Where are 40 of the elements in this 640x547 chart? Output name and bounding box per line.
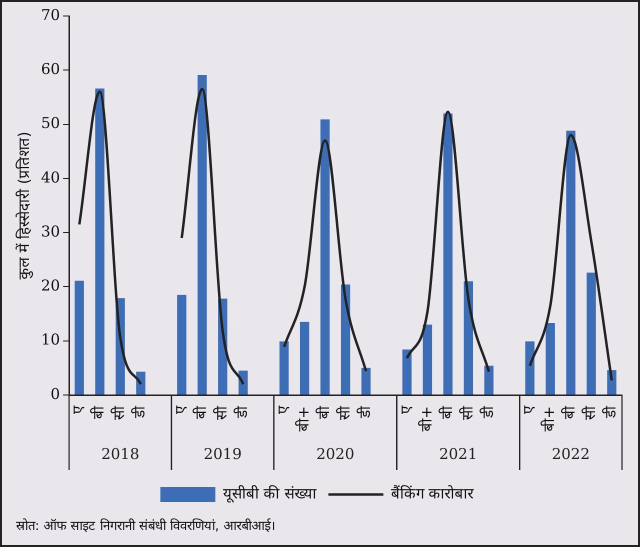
x-tick-label: बी+: [294, 406, 312, 432]
legend-label: बैंकिंग कारोबार: [390, 484, 475, 502]
legend-label: यूसीबी की संख्या: [222, 484, 318, 504]
x-tick-label: बी: [560, 405, 579, 419]
x-tick-label: सी: [110, 405, 128, 420]
x-tick-label: डी: [356, 405, 374, 419]
y-tick-label: 70: [40, 6, 60, 24]
y-tick-label: 30: [40, 222, 60, 240]
x-tick-label: बी: [438, 405, 456, 419]
x-tick-label: सी: [335, 405, 354, 420]
x-tick-label: सी: [458, 405, 476, 420]
y-tick-label: 20: [40, 276, 60, 295]
x-tick-label: ए: [396, 405, 415, 414]
x-tick-label: डी: [602, 405, 620, 419]
y-axis-title: कुल में हिस्सेदारी (प्रतिशत): [14, 131, 34, 280]
y-tick-label: 10: [40, 330, 60, 349]
x-tick-label: ए: [520, 405, 538, 414]
y-tick-label: 60: [40, 60, 60, 78]
text: 2019: [204, 444, 242, 463]
x-tick-label: बी: [90, 405, 108, 419]
x-tick-label: ए: [274, 405, 292, 414]
x-tick-label: डी: [233, 405, 252, 419]
x-tick-label: बी+: [540, 406, 558, 432]
text: 2022: [552, 444, 590, 463]
x-tick-label: ए: [172, 405, 190, 414]
x-tick-label: सी: [212, 405, 231, 420]
y-tick-label: 50: [40, 114, 60, 132]
text: 2018: [101, 444, 140, 463]
x-tick-label: सी: [581, 405, 600, 420]
x-tick-label: बी: [314, 405, 333, 419]
x-tick-label: ए: [69, 405, 88, 414]
x-tick-label: डी: [478, 405, 497, 419]
text: स्रोत: ऑफ साइट निगरानी संबंधी विवरणियां, आरबीआई।: [16, 517, 276, 534]
text: 2020: [316, 444, 354, 463]
x-tick-label: डी: [130, 405, 149, 419]
y-tick-label: 0: [50, 384, 60, 403]
x-tick-label: बी: [192, 405, 210, 419]
y-tick-label: 40: [40, 168, 60, 186]
x-tick-label: बी+: [417, 406, 436, 432]
text: 2021: [439, 444, 478, 463]
